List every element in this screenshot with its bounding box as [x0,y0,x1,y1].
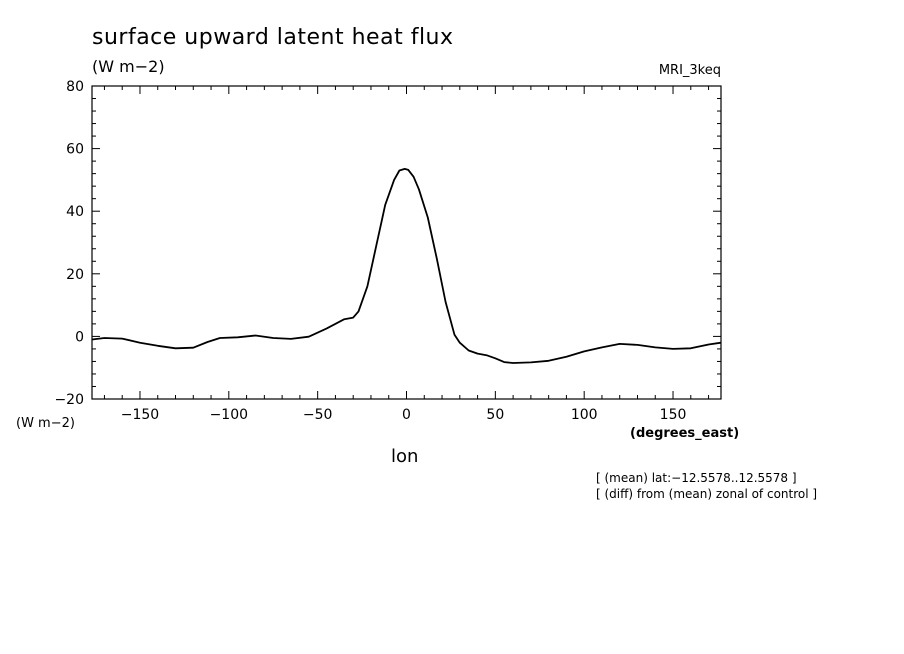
plot-frame [91,85,722,400]
y-tick-label: 20 [66,267,84,283]
x-tick-label: 100 [571,407,598,423]
tick-labels: −150 −100 −50 0 50 100 150 −20 0 20 40 60 80 [54,79,686,423]
x-tick-label: −50 [303,407,333,423]
chart-units: (W m−2) [92,57,165,76]
tick-marks [92,85,721,400]
lat-range-note: [ (mean) lat:−12.5578..12.5578 ] [596,471,797,485]
y-tick-label: 0 [75,329,84,345]
y-tick-label: 40 [66,204,84,220]
x-tick-label: −100 [210,407,248,423]
x-tick-label: 50 [486,407,504,423]
series-line [91,168,722,364]
diff-note: [ (diff) from (mean) zonal of control ] [596,487,818,501]
y-tick-label: 60 [66,142,84,158]
x-tick-label: 150 [660,407,687,423]
model-label: MRI_3keq [658,63,721,78]
chart-title: surface upward latent heat flux [92,25,454,50]
y-axis-units: (W m−2) [16,416,75,431]
x-axis-label: lon [391,446,419,467]
x-tick-label: −150 [121,407,159,423]
x-axis-units: (degrees_east) [630,426,740,441]
x-tick-label: 0 [402,407,411,423]
y-tick-label: −20 [54,392,84,408]
y-tick-label: 80 [66,79,84,95]
